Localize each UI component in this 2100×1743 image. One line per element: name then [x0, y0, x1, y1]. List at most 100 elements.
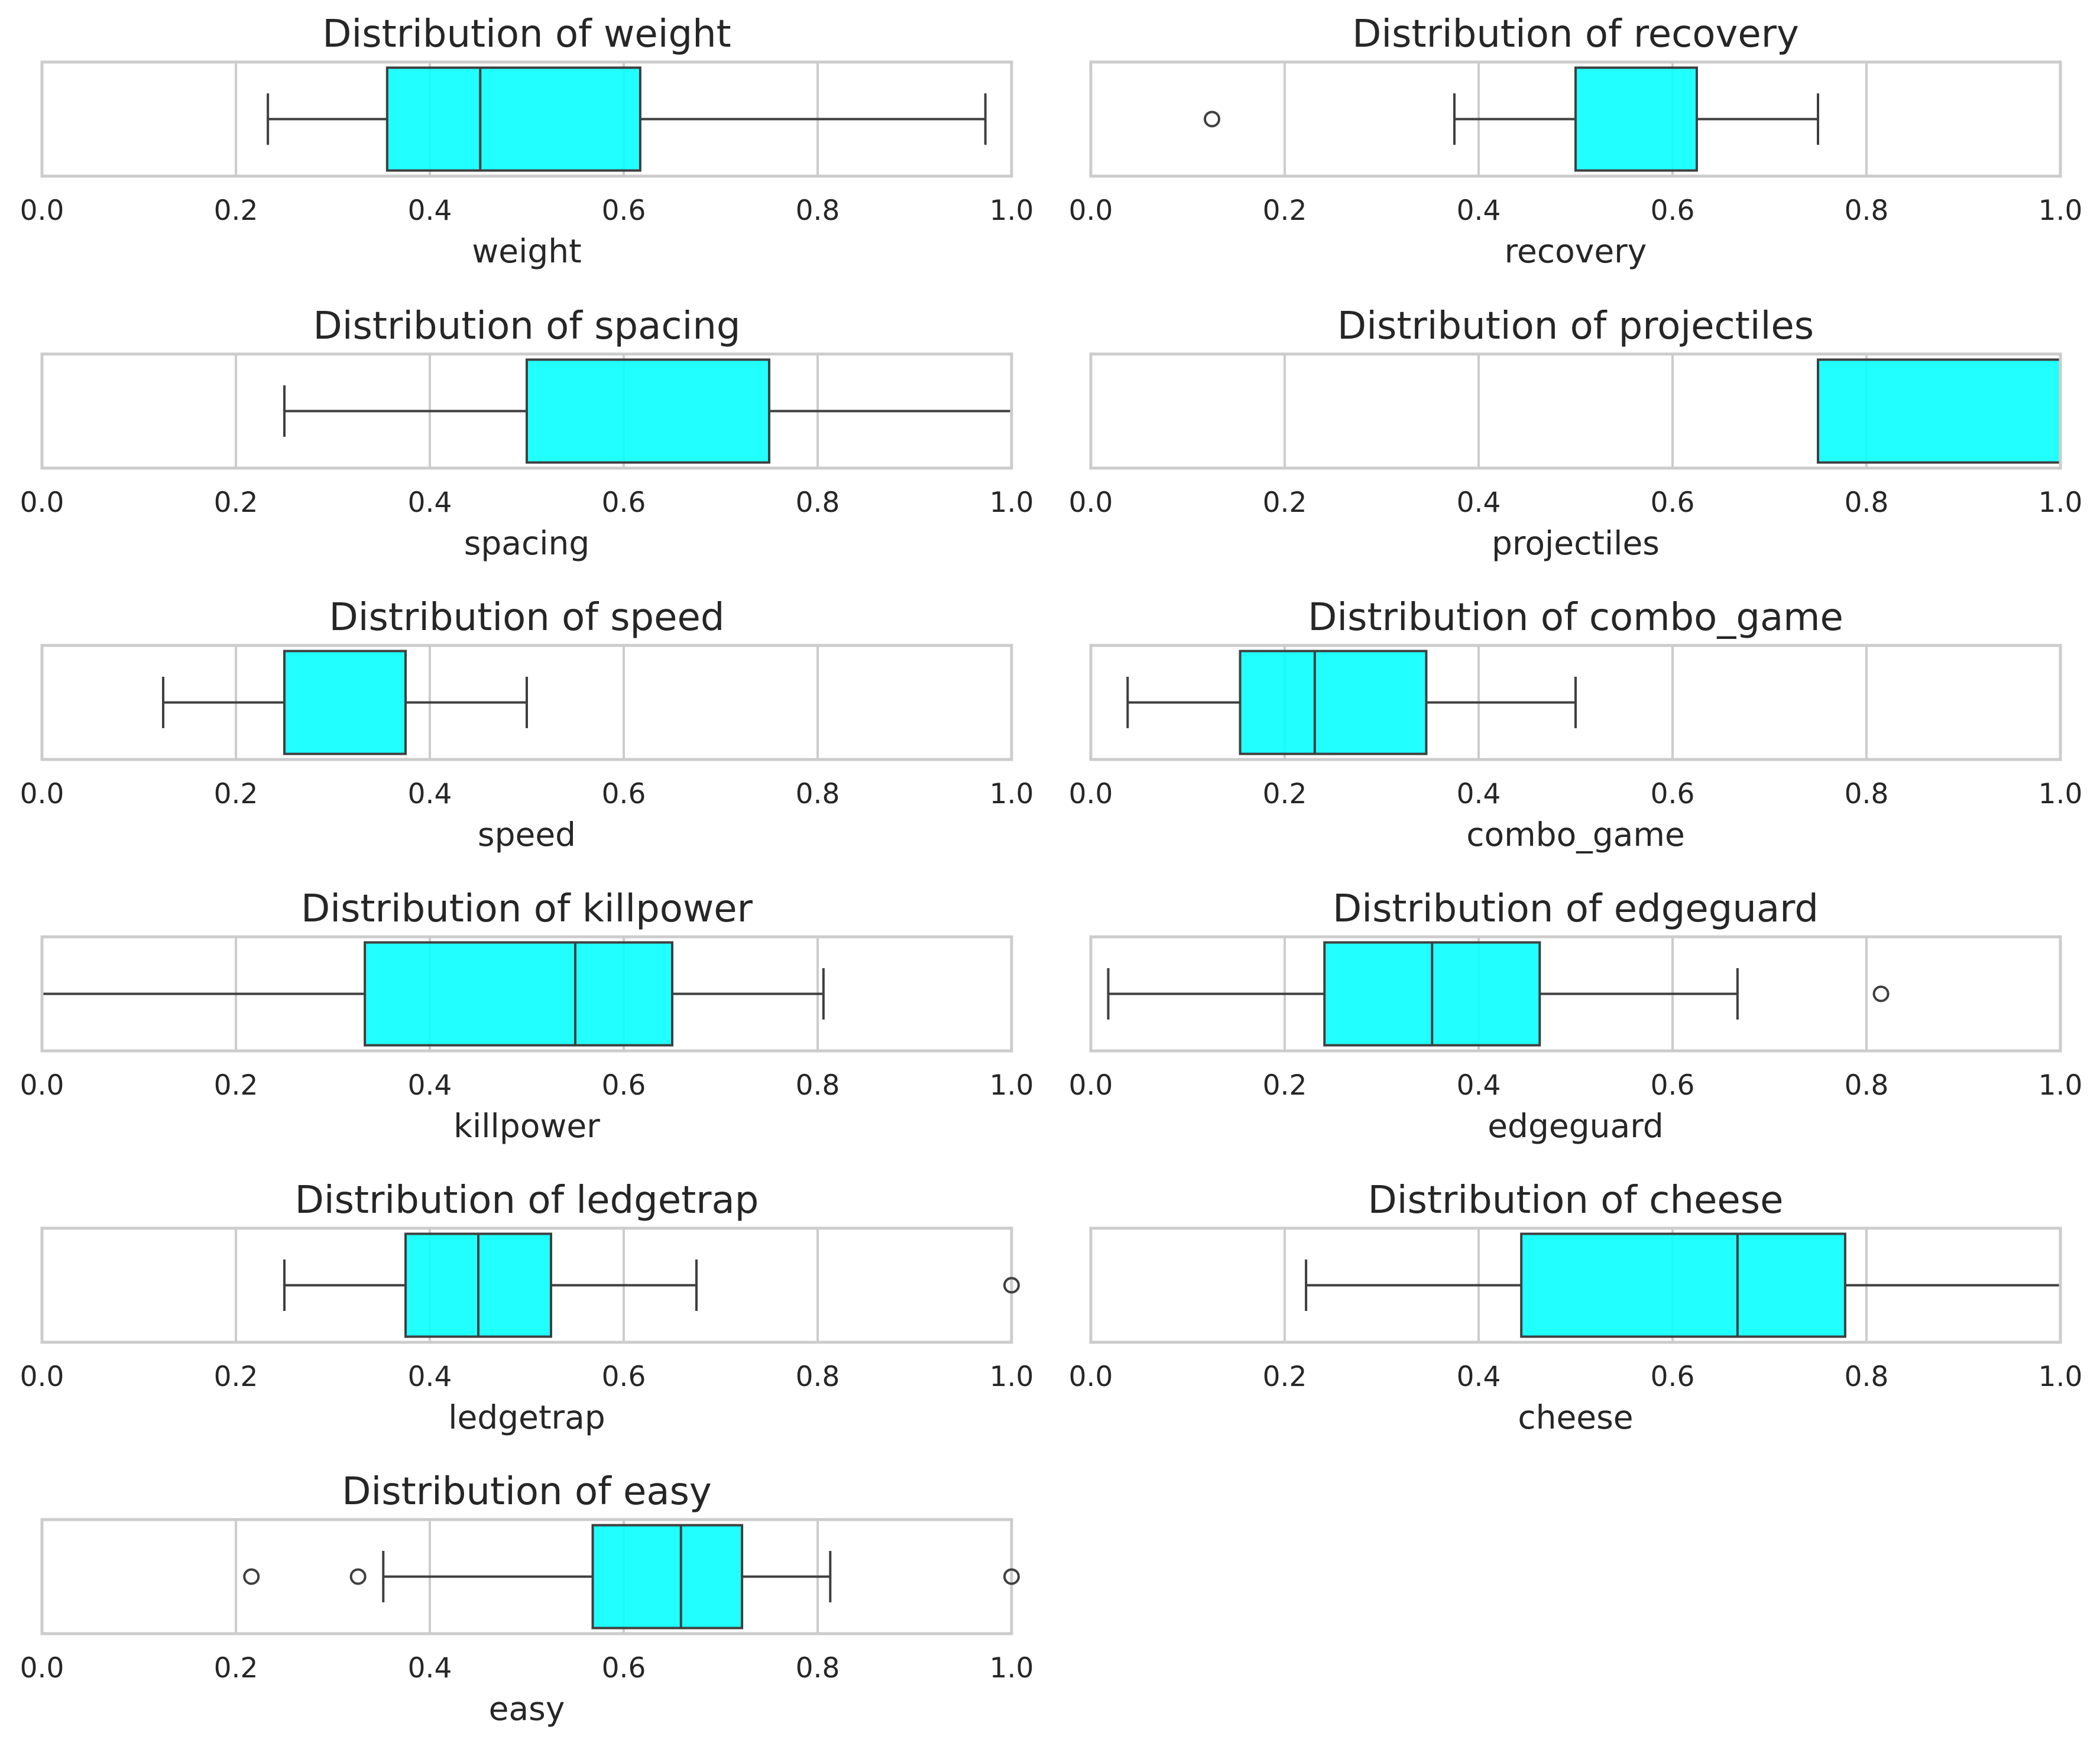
x-tick-label: 0.6 — [602, 1361, 646, 1393]
x-axis-label: projectiles — [1492, 524, 1660, 562]
panel-title: Distribution of speed — [329, 596, 724, 640]
x-tick-label: 0.4 — [408, 1652, 452, 1684]
outlier-point — [1204, 111, 1220, 128]
x-tick-label: 0.0 — [20, 1069, 64, 1102]
panel-speed: Distribution of speed 0.0 0.2 0.4 0.6 0.8 1.0 s… — [20, 596, 1034, 853]
x-tick-label: 0.0 — [1069, 1069, 1113, 1102]
iqr-box — [1574, 66, 1698, 172]
x-axis-label: easy — [489, 1690, 565, 1728]
x-tick-label: 0.6 — [602, 778, 646, 810]
x-tick-label: 0.2 — [214, 778, 258, 810]
panel-weight: Distribution of weight 0.0 0.2 0.4 0.6 0.8 1.0… — [20, 12, 1034, 270]
axes-frame — [1089, 60, 2062, 178]
axes-frame — [1089, 644, 2062, 761]
axes-frame — [1089, 352, 2062, 470]
x-tick-label: 1.0 — [990, 778, 1034, 810]
x-tick-label: 0.6 — [1651, 778, 1695, 810]
x-tick-label: 0.0 — [1069, 194, 1113, 227]
x-tick-label: 0.8 — [796, 1652, 840, 1684]
x-tick-label: 0.8 — [796, 1069, 840, 1102]
axes-frame — [40, 352, 1013, 470]
panel-combo-game: Distribution of combo_game 0.0 0.2 0.4 0.6 0.… — [1069, 596, 2083, 853]
x-tick-label: 0.2 — [214, 486, 258, 519]
outlier-point — [243, 1568, 260, 1585]
x-axis-label: killpower — [453, 1107, 600, 1145]
iqr-box — [591, 1524, 744, 1630]
x-tick-label: 0.8 — [796, 486, 840, 519]
x-tick-label: 0.4 — [408, 1361, 452, 1393]
x-axis-label: spacing — [464, 524, 590, 562]
outlier-point — [1872, 985, 1890, 1002]
x-tick-label: 0.4 — [1457, 778, 1501, 810]
x-tick-label: 1.0 — [990, 194, 1034, 227]
x-tick-label: 0.6 — [602, 486, 646, 519]
x-tick-label: 0.4 — [1457, 1361, 1501, 1393]
outlier-point — [1003, 1277, 1020, 1294]
x-tick-label: 0.4 — [1457, 194, 1501, 227]
outlier-point — [1003, 1568, 1020, 1585]
x-tick-label: 0.0 — [20, 194, 64, 227]
x-tick-label: 0.0 — [1069, 486, 1113, 519]
x-tick-label: 0.2 — [214, 194, 258, 227]
x-tick-label: 0.4 — [1457, 1069, 1501, 1102]
iqr-box — [364, 941, 673, 1047]
x-tick-label: 0.6 — [1651, 486, 1695, 519]
x-axis-label: combo_game — [1466, 816, 1685, 853]
x-tick-label: 0.8 — [1845, 778, 1889, 810]
x-tick-label: 0.2 — [1263, 194, 1307, 227]
x-tick-label: 0.2 — [1263, 486, 1307, 519]
x-tick-label: 0.6 — [1651, 194, 1695, 227]
panel-title: Distribution of spacing — [313, 304, 740, 348]
iqr-box — [526, 358, 770, 464]
axes-frame — [40, 60, 1013, 178]
panel-spacing: Distribution of spacing 0.0 0.2 0.4 0.6 0.8 1.… — [20, 304, 1034, 562]
x-tick-label: 0.2 — [214, 1069, 258, 1102]
panel-killpower: Distribution of killpower 0.0 0.2 0.4 0.6 0.8… — [20, 887, 1034, 1145]
x-tick-label: 0.4 — [408, 1069, 452, 1102]
x-tick-label: 0.2 — [1263, 1069, 1307, 1102]
x-tick-label: 0.0 — [1069, 778, 1113, 810]
panel-title: Distribution of killpower — [301, 887, 753, 931]
panel-projectiles: Distribution of projectiles 0.0 0.2 0.4 0.6 0… — [1069, 304, 2083, 562]
x-tick-label: 0.0 — [20, 1652, 64, 1684]
x-tick-label: 0.2 — [1263, 1361, 1307, 1393]
panel-title: Distribution of cheese — [1368, 1179, 1784, 1222]
x-tick-label: 1.0 — [2039, 1361, 2083, 1393]
panel-cheese: Distribution of cheese 0.0 0.2 0.4 0.6 0.8 1.0… — [1069, 1179, 2083, 1436]
axes-frame — [40, 644, 1013, 761]
x-tick-label: 1.0 — [990, 1361, 1034, 1393]
x-tick-label: 0.2 — [214, 1361, 258, 1393]
x-axis-label: ledgetrap — [448, 1398, 605, 1436]
panel-title: Distribution of weight — [322, 12, 731, 56]
axes-frame — [40, 1518, 1013, 1635]
x-tick-label: 0.6 — [1651, 1361, 1695, 1393]
panel-title: Distribution of ledgetrap — [295, 1179, 759, 1222]
x-tick-label: 0.8 — [1845, 194, 1889, 227]
x-tick-label: 0.0 — [20, 778, 64, 810]
x-axis-label: cheese — [1518, 1398, 1633, 1436]
axes-frame — [40, 935, 1013, 1053]
x-tick-label: 0.0 — [1069, 1361, 1113, 1393]
x-tick-label: 1.0 — [2039, 194, 2083, 227]
x-tick-label: 0.2 — [1263, 778, 1307, 810]
x-tick-label: 0.8 — [796, 194, 840, 227]
x-axis-label: edgeguard — [1488, 1107, 1664, 1145]
x-tick-label: 0.6 — [602, 1652, 646, 1684]
x-tick-label: 0.6 — [1651, 1069, 1695, 1102]
x-tick-label: 0.0 — [20, 1361, 64, 1393]
x-tick-label: 0.0 — [20, 486, 64, 519]
x-tick-label: 1.0 — [2039, 1069, 2083, 1102]
iqr-box — [283, 650, 407, 755]
x-tick-label: 0.6 — [602, 1069, 646, 1102]
x-tick-label: 1.0 — [990, 1652, 1034, 1684]
x-tick-label: 0.8 — [1845, 1069, 1889, 1102]
iqr-box — [1817, 358, 2062, 464]
x-tick-label: 0.8 — [1845, 486, 1889, 519]
x-tick-label: 0.4 — [1457, 486, 1501, 519]
x-tick-label: 0.8 — [1845, 1361, 1889, 1393]
panel-easy: Distribution of easy 0.0 0.2 0.4 0.6 0.8 1.0 ea… — [20, 1470, 1034, 1728]
x-tick-label: 1.0 — [990, 1069, 1034, 1102]
x-tick-label: 0.4 — [408, 194, 452, 227]
x-axis-label: speed — [478, 816, 576, 853]
